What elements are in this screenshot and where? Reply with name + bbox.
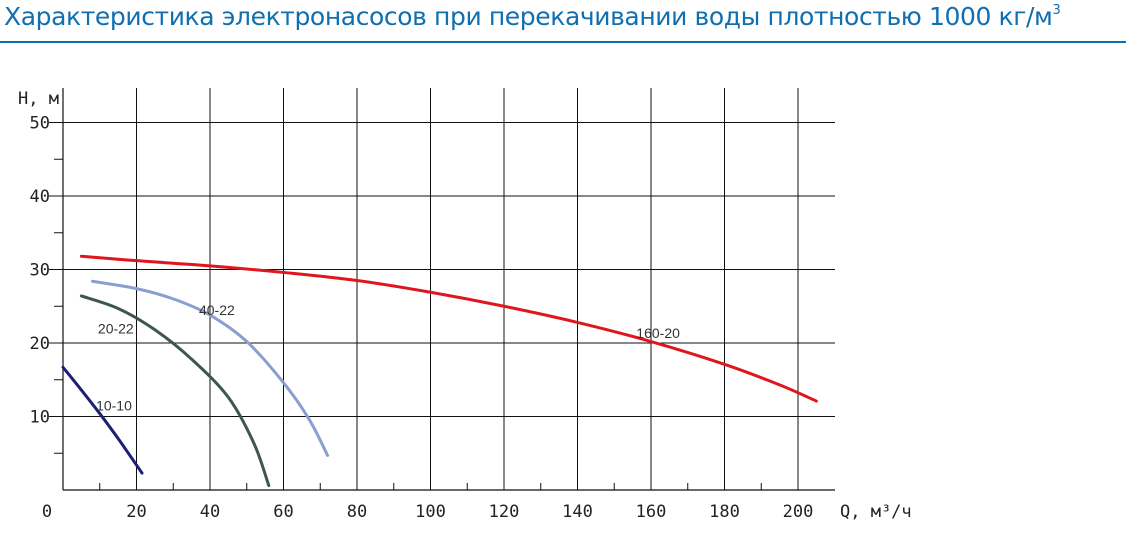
series-line-10-10: [61, 365, 144, 475]
series-line-160-20: [79, 254, 818, 403]
series-label-20-22: 20-22: [98, 320, 134, 336]
title-underline: [0, 41, 1126, 43]
x-axis-title: Q, м³/ч: [840, 502, 912, 522]
series-line-20-22: [79, 294, 271, 488]
x-tick-label-180: 180: [709, 502, 740, 522]
x-tick-label-120: 120: [489, 502, 520, 522]
page-title-superscript: 3: [1052, 3, 1061, 18]
x-tick-label-60: 60: [273, 502, 293, 522]
axes: [49, 88, 835, 491]
y-tick-label-40: 40: [30, 187, 50, 207]
x-tick-label-80: 80: [347, 502, 367, 522]
page-title: Характеристика электронасосов при перека…: [4, 2, 1134, 31]
x-tick-label-160: 160: [636, 502, 667, 522]
grid: [63, 88, 835, 490]
x-tick-label-0: 0: [42, 502, 52, 522]
series-label-40-22: 40-22: [199, 302, 235, 318]
x-tick-label-100: 100: [415, 502, 446, 522]
series-label-10-10: 10-10: [96, 398, 132, 414]
tick-labels: 0 20 40 60 80 100 120 140 160 180 200 10 20 30 40 50: [30, 114, 814, 523]
x-tick-label-20: 20: [126, 502, 146, 522]
y-tick-label-50: 50: [30, 114, 50, 134]
y-axis-title: H, м: [18, 89, 59, 109]
x-tick-label-140: 140: [562, 502, 593, 522]
page-title-text: Характеристика электронасосов при перека…: [4, 2, 1053, 31]
series: [61, 254, 818, 488]
series-line-40-22: [90, 279, 330, 457]
series-label-160-20: 160-20: [636, 325, 680, 341]
y-tick-label-20: 20: [30, 334, 50, 354]
y-tick-label-30: 30: [30, 261, 50, 281]
series-labels: 10-10 20-22 40-22 160-20: [96, 302, 680, 414]
x-tick-label-40: 40: [200, 502, 220, 522]
x-tick-label-200: 200: [783, 502, 814, 522]
y-tick-label-10: 10: [30, 408, 50, 428]
